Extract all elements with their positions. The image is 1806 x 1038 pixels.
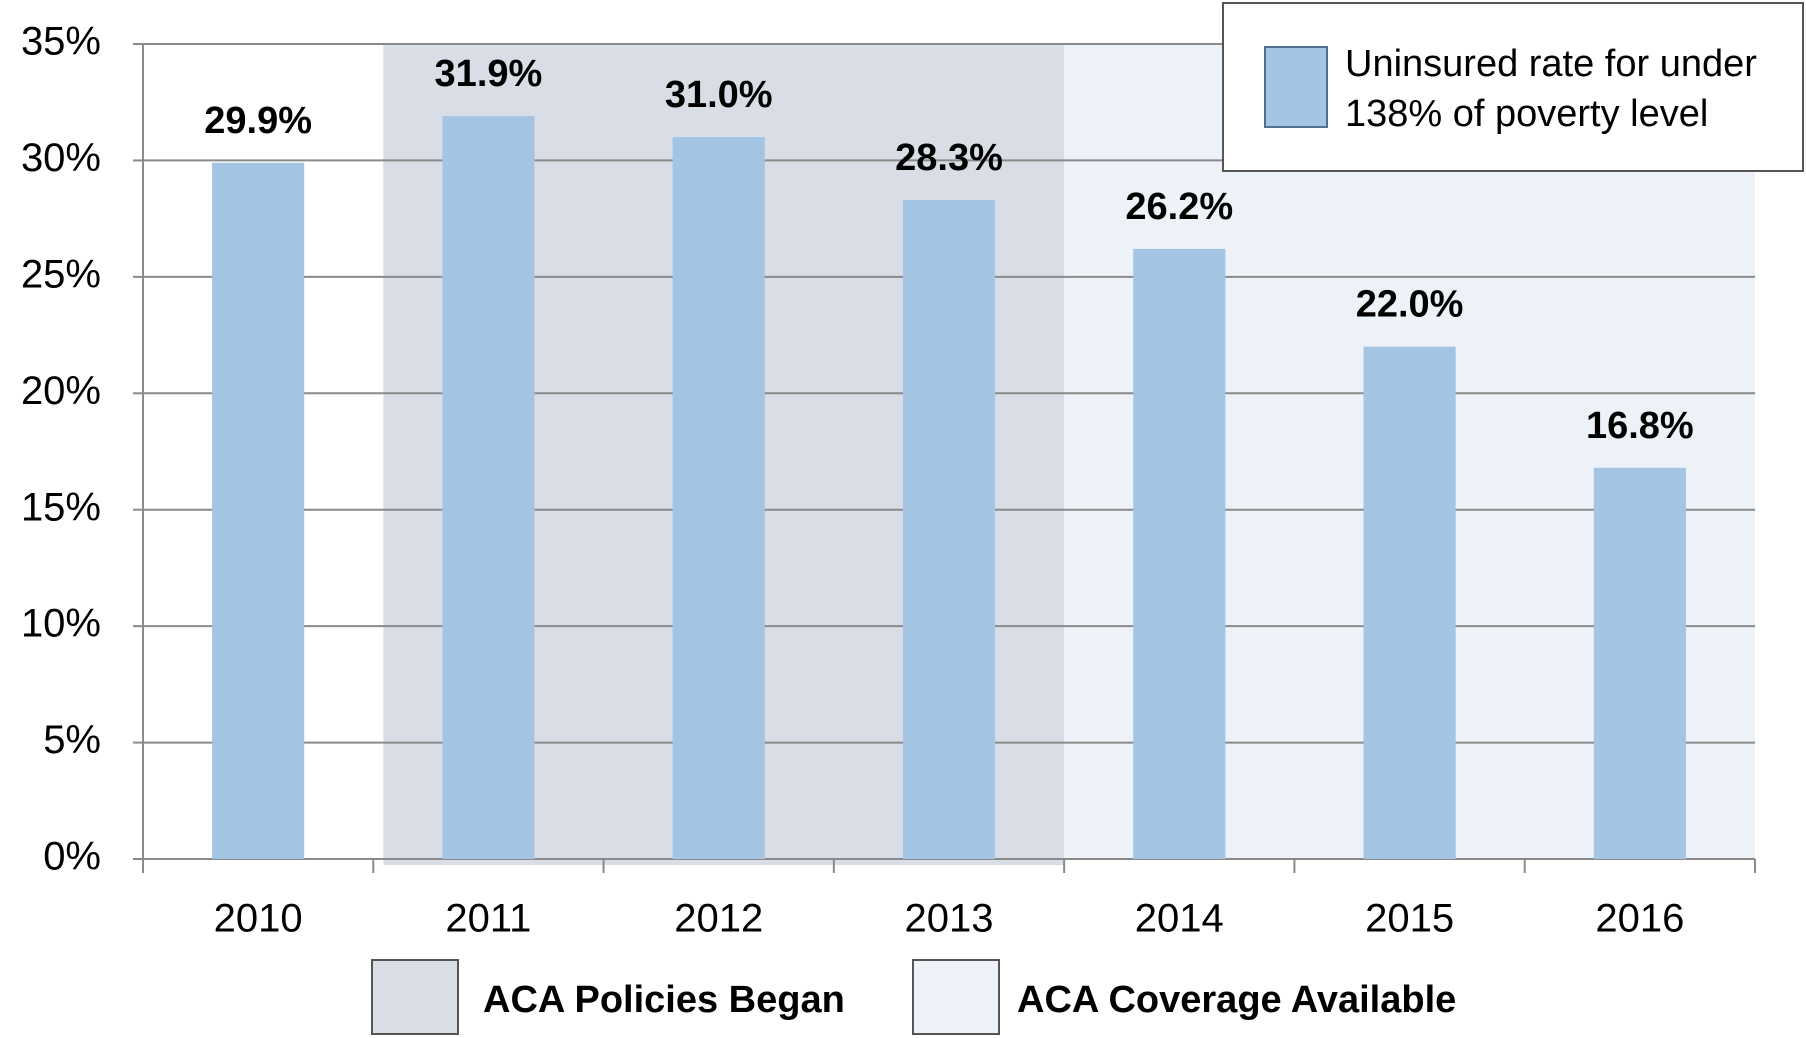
x-tick-label: 2015 — [1365, 897, 1454, 941]
y-tick-label: 20% — [21, 369, 101, 413]
bar — [1133, 248, 1226, 859]
data-label: 26.2% — [1125, 186, 1233, 228]
y-tick-label: 35% — [21, 20, 101, 64]
x-tick-label: 2016 — [1595, 897, 1684, 941]
y-tick-label: 25% — [21, 252, 101, 296]
x-tick-label: 2014 — [1135, 897, 1224, 941]
band-legend-swatch — [371, 959, 459, 1035]
y-tick-label: 0% — [43, 835, 101, 879]
band-legend-swatch — [912, 959, 1000, 1035]
y-tick-label: 30% — [21, 136, 101, 180]
data-label: 31.9% — [435, 53, 543, 95]
legend-text-box: Uninsured rate for under 138% of poverty… — [1345, 43, 1757, 135]
bar — [1593, 467, 1686, 859]
data-label: 16.8% — [1586, 405, 1694, 447]
x-tick-label: 2010 — [214, 897, 303, 941]
data-label: 22.0% — [1356, 284, 1464, 326]
bar — [212, 162, 305, 859]
bar — [902, 200, 996, 859]
data-label: 28.3% — [895, 137, 1003, 179]
data-label: 31.0% — [665, 74, 773, 116]
legend-swatch — [1264, 46, 1328, 128]
y-tick-label: 5% — [43, 718, 101, 762]
x-tick-label: 2011 — [445, 897, 531, 941]
band-legend-label: ACA Coverage Available — [1017, 979, 1456, 1021]
bar — [442, 116, 535, 859]
x-tick-label: 2012 — [674, 897, 763, 941]
bar — [672, 137, 765, 860]
legend-label: Uninsured rate for under 138% of poverty… — [1345, 43, 1757, 135]
data-label: 29.9% — [204, 100, 312, 142]
x-tick-label: 2013 — [905, 897, 994, 941]
bar — [1363, 346, 1456, 859]
y-tick-label: 15% — [21, 485, 101, 529]
band-legend-label: ACA Policies Began — [483, 979, 845, 1021]
y-tick-label: 10% — [21, 602, 101, 646]
